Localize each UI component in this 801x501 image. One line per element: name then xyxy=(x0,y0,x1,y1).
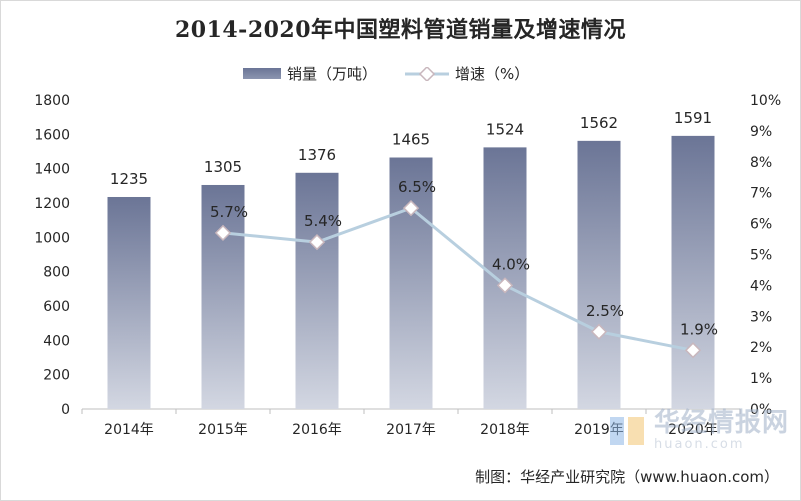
y-right-tick-label: 7% xyxy=(750,186,772,202)
bar xyxy=(201,184,245,409)
y-right-tick-label: 8% xyxy=(750,155,772,171)
watermark-en: huaon.com xyxy=(654,437,745,452)
y-left-tick-label: 400 xyxy=(43,333,70,349)
y-right-tick-label: 2% xyxy=(750,340,772,356)
watermark: 华经情报网 huaon.com xyxy=(608,410,789,451)
legend-line-swatch xyxy=(405,66,450,81)
legend-label-growth: 增速（%） xyxy=(455,65,530,83)
y-left-tick-label: 1600 xyxy=(34,127,70,143)
y-right-tick-label: 9% xyxy=(750,124,772,140)
bar xyxy=(107,196,151,409)
huaon-logo-icon xyxy=(610,416,644,445)
growth-value-label: 6.5% xyxy=(398,178,436,196)
legend-bar-swatch xyxy=(243,68,281,79)
chart-credit: 制图：华经产业研究院（www.huaon.com） xyxy=(475,468,779,486)
legend-item-sales: 销量（万吨） xyxy=(243,63,377,84)
x-tick-label: 2016年 xyxy=(292,422,342,438)
legend-label-sales: 销量（万吨） xyxy=(287,65,378,83)
y-left-tick-label: 1200 xyxy=(34,196,70,212)
y-right-tick-label: 3% xyxy=(750,309,772,325)
chart-legend: 销量（万吨） 增速（%） xyxy=(243,63,557,84)
bar-value-label: 1524 xyxy=(486,120,524,138)
y-left-tick-label: 1400 xyxy=(34,162,70,178)
bar xyxy=(389,157,433,409)
growth-marker xyxy=(402,200,420,217)
bar-value-label: 1562 xyxy=(580,114,618,132)
growth-value-label: 1.9% xyxy=(680,320,718,338)
growth-value-label: 4.0% xyxy=(492,255,530,273)
chart-title: 2014-2020年中国塑料管道销量及增速情况 xyxy=(174,17,627,43)
growth-marker xyxy=(214,224,232,242)
bar xyxy=(671,135,715,409)
y-right-tick-label: 4% xyxy=(750,278,772,294)
growth-marker xyxy=(308,234,326,251)
growth-value-label: 5.4% xyxy=(304,212,342,230)
growth-marker xyxy=(590,323,608,340)
bar xyxy=(577,140,621,409)
growth-marker xyxy=(496,277,514,294)
y-right-tick-label: 6% xyxy=(750,217,772,233)
bar-value-label: 1376 xyxy=(298,146,336,164)
y-right-tick-label: 1% xyxy=(750,371,772,387)
bar-value-label: 1591 xyxy=(674,109,712,127)
bar-value-label: 1305 xyxy=(204,158,242,176)
x-tick-label: 2020年 xyxy=(668,422,718,438)
x-tick-label: 2015年 xyxy=(198,422,248,438)
growth-value-label: 5.7% xyxy=(210,203,248,221)
growth-line xyxy=(222,206,694,352)
bar-value-label: 1465 xyxy=(392,131,430,149)
bar-value-label: 1235 xyxy=(110,170,148,188)
y-left-tick-label: 0 xyxy=(61,402,70,418)
y-left-tick-label: 1800 xyxy=(34,93,70,109)
growth-marker xyxy=(684,342,702,359)
y-left-tick-label: 800 xyxy=(43,265,70,281)
growth-value-label: 2.5% xyxy=(586,302,624,320)
watermark-cn: 华经情报网 xyxy=(654,408,790,438)
y-right-tick-label: 10% xyxy=(750,93,781,109)
x-tick-label: 2018年 xyxy=(480,422,530,438)
x-tick-label: 2017年 xyxy=(386,422,436,438)
y-right-tick-label: 0% xyxy=(750,402,772,418)
y-left-tick-label: 200 xyxy=(43,368,70,384)
y-right-tick-label: 5% xyxy=(750,248,772,264)
x-tick-label: 2014年 xyxy=(104,422,154,438)
legend-item-growth: 增速（%） xyxy=(405,63,529,84)
bar xyxy=(295,172,339,409)
y-left-tick-label: 600 xyxy=(43,299,70,315)
y-left-tick-label: 1000 xyxy=(34,230,70,246)
